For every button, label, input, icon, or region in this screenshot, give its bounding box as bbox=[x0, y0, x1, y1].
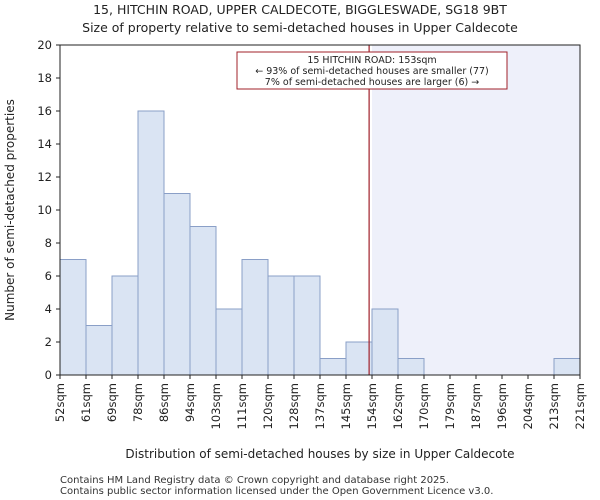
x-tick-label-196sqm: 196sqm bbox=[495, 383, 509, 429]
annotation-frame bbox=[236, 51, 508, 90]
annotation-line-1: 15 HITCHIN ROAD: 153sqm bbox=[307, 55, 436, 66]
bar-86sqm bbox=[163, 193, 191, 376]
bar-94sqm bbox=[189, 226, 217, 376]
bar-213sqm bbox=[553, 358, 581, 376]
chart-subtitle: Size of property relative to semi-detach… bbox=[82, 20, 518, 35]
y-tick-label-12: 12 bbox=[37, 170, 52, 184]
x-tick-label-103sqm: 103sqm bbox=[209, 383, 223, 429]
x-tick-label-204sqm: 204sqm bbox=[521, 383, 535, 429]
x-axis-ticks: 52sqm 61sqm 69sqm 78sqm 86sqm 94sqm 103sqm 111s… bbox=[53, 375, 587, 429]
y-tick-label-16: 16 bbox=[37, 104, 52, 118]
bar-103sqm bbox=[215, 308, 243, 376]
footer-line-1: Contains HM Land Registry data © Crown c… bbox=[60, 475, 449, 486]
annotation-line-3: 7% of semi-detached houses are larger (6… bbox=[265, 77, 479, 88]
y-tick-label-4: 4 bbox=[45, 302, 52, 316]
bar-78sqm bbox=[137, 110, 165, 376]
bar-120sqm bbox=[267, 275, 295, 376]
x-tick-label-187sqm: 187sqm bbox=[469, 383, 483, 429]
x-tick-label-78sqm: 78sqm bbox=[131, 383, 145, 422]
bar-145sqm bbox=[345, 341, 373, 376]
y-tick-label-2: 2 bbox=[45, 335, 52, 349]
y-tick-label-10: 10 bbox=[37, 203, 52, 217]
x-tick-label-179sqm: 179sqm bbox=[443, 383, 457, 429]
x-tick-label-137sqm: 137sqm bbox=[313, 383, 327, 429]
y-axis-ticks: 0 2 4 6 8 10 12 14 16 18 20 bbox=[37, 38, 60, 382]
y-tick-label-6: 6 bbox=[45, 269, 52, 283]
bar-162sqm bbox=[397, 358, 425, 376]
larger-properties-region bbox=[372, 45, 580, 375]
y-axis-label: Number of semi-detached properties bbox=[3, 99, 17, 321]
chart-title: 15, HITCHIN ROAD, UPPER CALDECOTE, BIGGL… bbox=[93, 2, 507, 17]
x-tick-label-111sqm: 111sqm bbox=[235, 383, 249, 429]
x-tick-label-162sqm: 162sqm bbox=[391, 383, 405, 429]
annotation-line-2: ← 93% of semi-detached houses are smalle… bbox=[255, 66, 489, 77]
bar-111sqm bbox=[241, 259, 269, 376]
y-tick-label-20: 20 bbox=[37, 38, 52, 52]
x-tick-label-170sqm: 170sqm bbox=[417, 383, 431, 429]
bars-group bbox=[59, 110, 581, 376]
bar-128sqm bbox=[293, 275, 321, 376]
x-tick-label-86sqm: 86sqm bbox=[157, 383, 171, 422]
x-tick-label-69sqm: 69sqm bbox=[105, 383, 119, 422]
y-tick-label-14: 14 bbox=[37, 137, 52, 151]
x-tick-label-52sqm: 52sqm bbox=[53, 383, 67, 422]
bar-61sqm bbox=[85, 325, 113, 376]
annotation-box: 15 HITCHIN ROAD: 153sqm ← 93% of semi-de… bbox=[236, 51, 508, 90]
y-tick-label-18: 18 bbox=[37, 71, 52, 85]
y-tick-label-0: 0 bbox=[45, 368, 52, 382]
x-tick-label-154sqm: 154sqm bbox=[365, 383, 379, 429]
x-tick-label-145sqm: 145sqm bbox=[339, 383, 353, 429]
x-tick-label-221sqm: 221sqm bbox=[573, 383, 587, 429]
footer-line-2: Contains public sector information licen… bbox=[60, 486, 493, 497]
x-tick-label-128sqm: 128sqm bbox=[287, 383, 301, 429]
x-tick-label-61sqm: 61sqm bbox=[79, 383, 93, 422]
x-tick-label-120sqm: 120sqm bbox=[261, 383, 275, 429]
bar-137sqm bbox=[319, 358, 347, 376]
bar-69sqm bbox=[111, 275, 139, 376]
x-tick-label-213sqm: 213sqm bbox=[547, 383, 561, 429]
y-tick-label-8: 8 bbox=[45, 236, 52, 250]
bar-154sqm bbox=[371, 308, 399, 376]
bar-52sqm bbox=[59, 259, 87, 376]
x-axis-label: Distribution of semi-detached houses by … bbox=[125, 447, 514, 461]
x-tick-label-94sqm: 94sqm bbox=[183, 383, 197, 422]
